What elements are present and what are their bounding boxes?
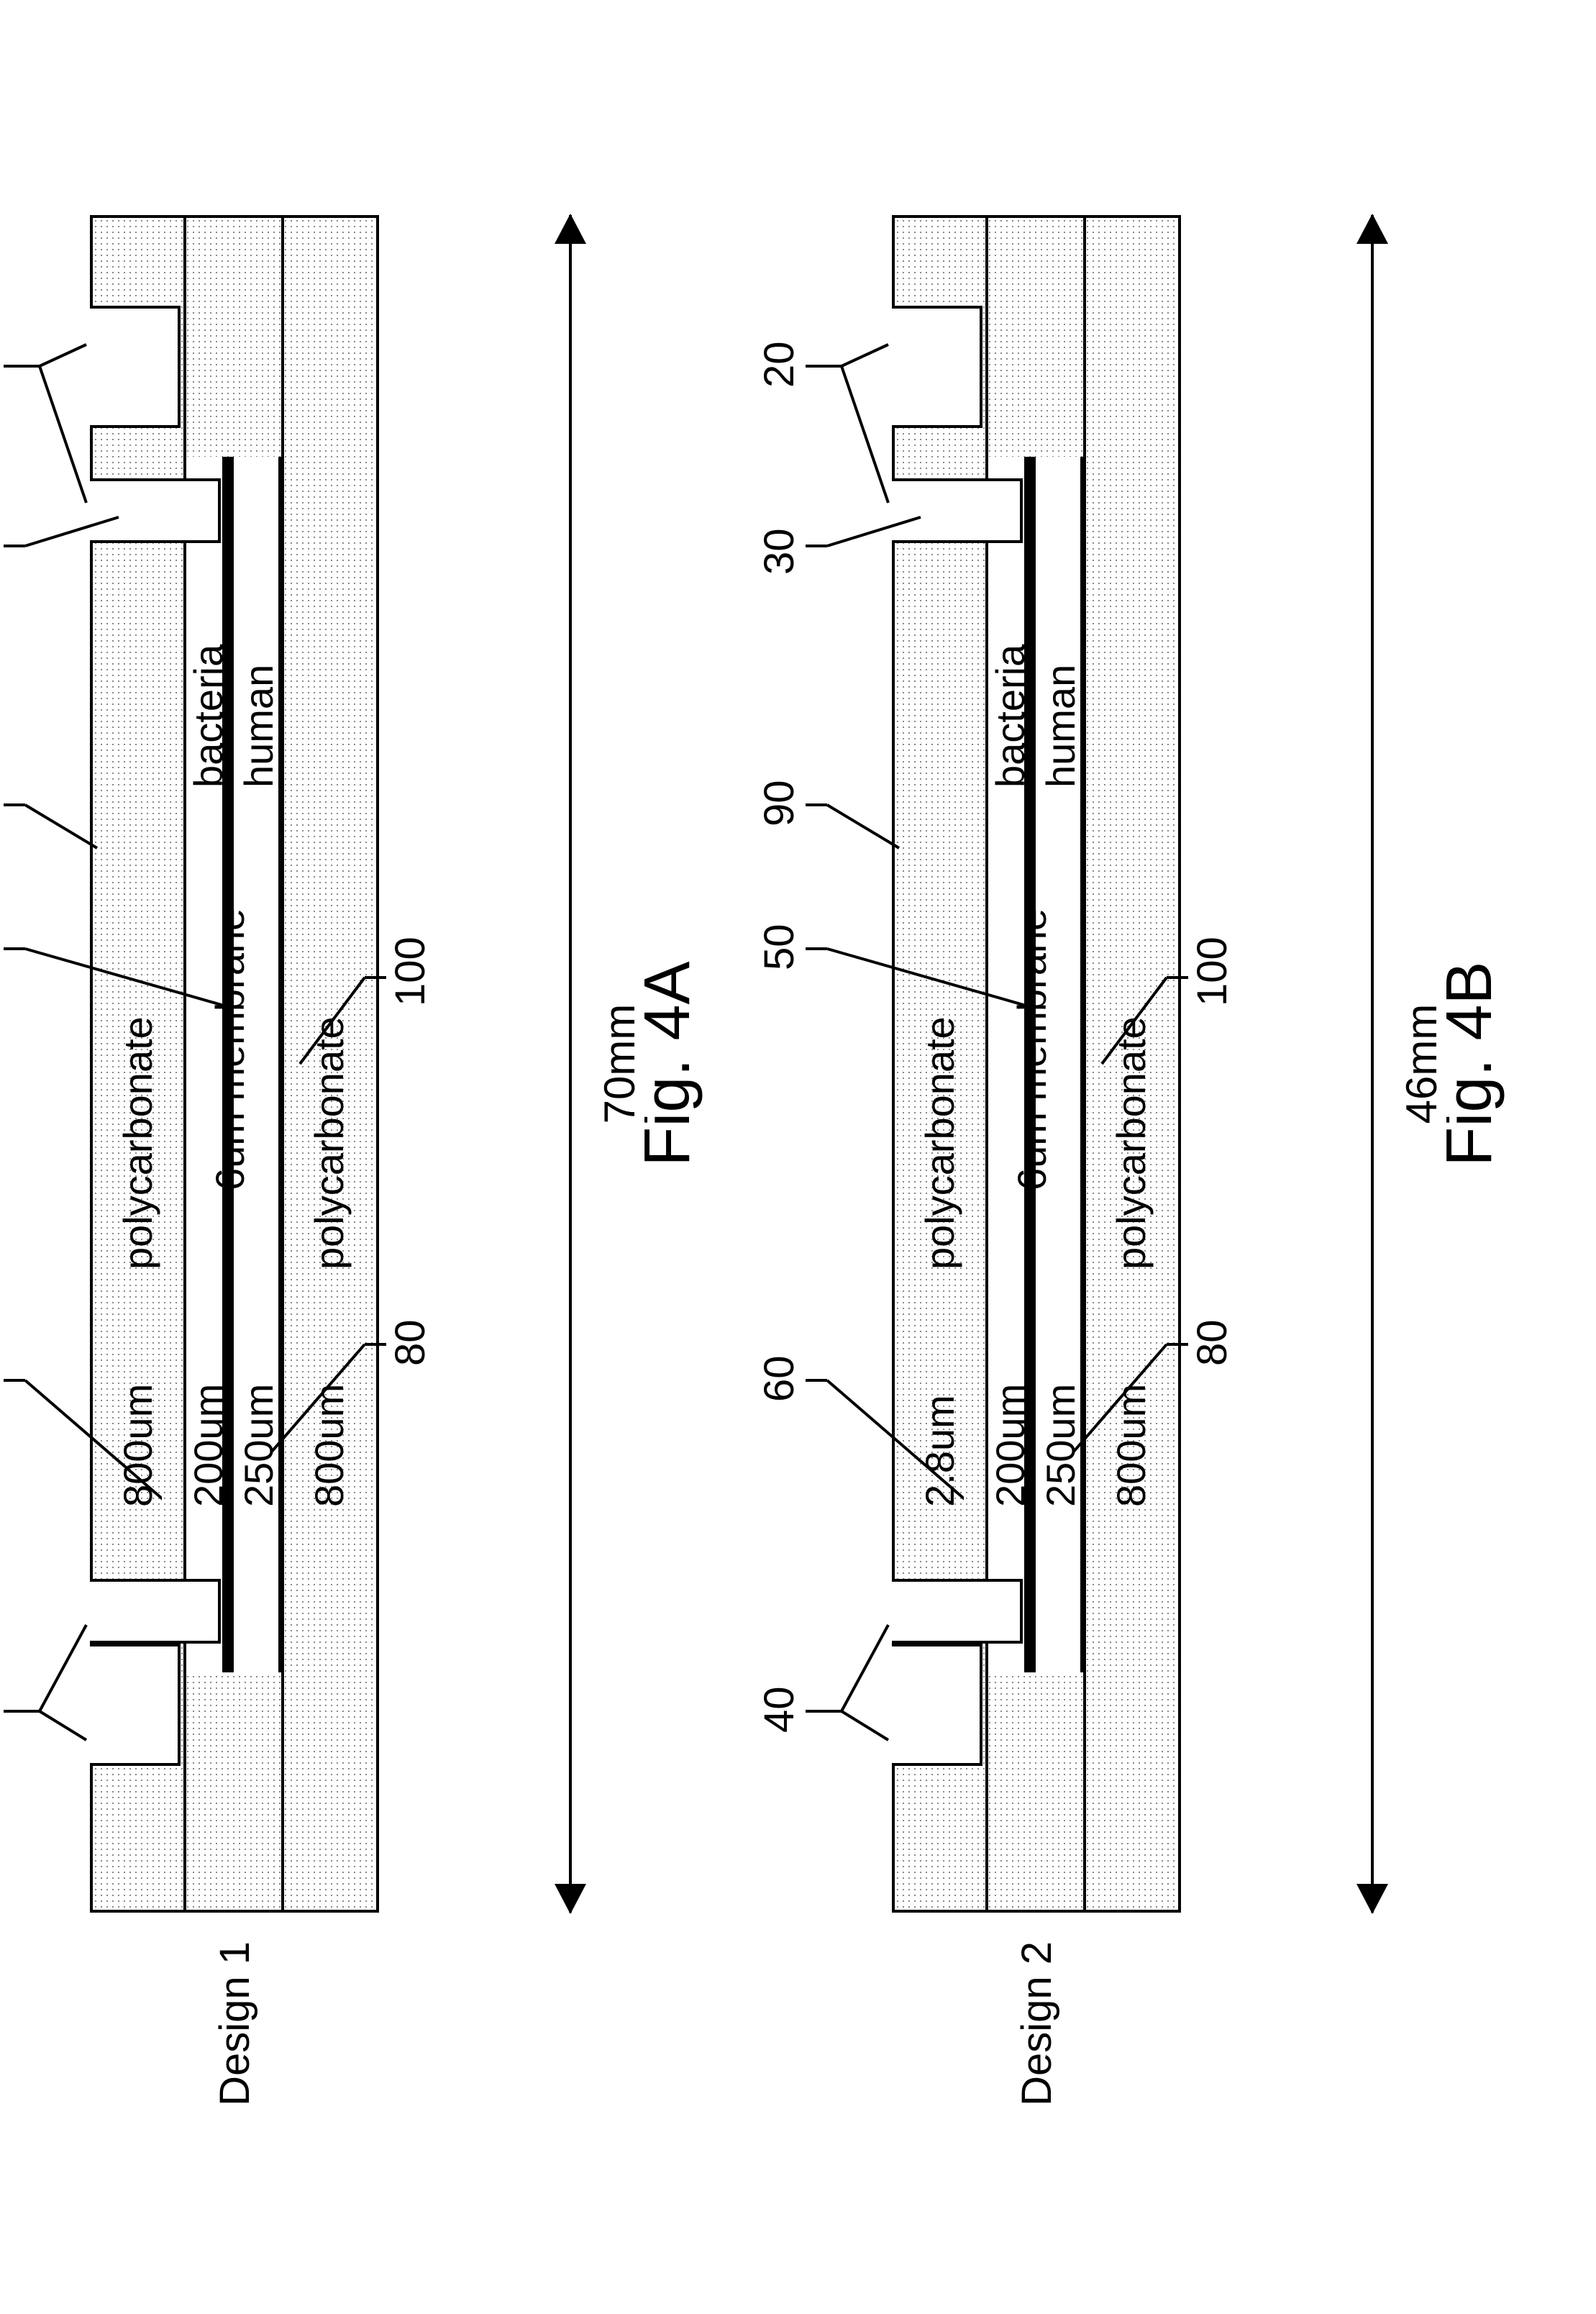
bacteria-label: bacteria — [987, 644, 1034, 787]
device-wrap: 800umpolycarbonate200um250um800umpolycar… — [90, 215, 379, 1913]
port-2 — [90, 1579, 221, 1644]
width-label: 46mm — [1397, 993, 1446, 1134]
port-4 — [892, 306, 982, 428]
top-material-label: polycarbonate — [114, 1016, 161, 1270]
top-material-label: polycarbonate — [916, 1016, 963, 1270]
callout-40: 40 — [0, 1686, 1, 1733]
callout-20: 20 — [755, 341, 803, 388]
top-slab-line — [183, 218, 186, 1910]
top-slab-line — [985, 218, 988, 1910]
design-2: Design 22.8umpolycarbonate200um250um800u… — [892, 186, 1507, 2128]
port-2 — [892, 1579, 1023, 1644]
design-label: Design 2 — [1012, 1941, 1060, 2128]
width-label: 70mm — [595, 993, 644, 1134]
dim-arrow-left — [1356, 1884, 1388, 1914]
device-wrap: 2.8umpolycarbonate200um250um800umpolycar… — [892, 215, 1181, 1913]
design-row: Design 1800umpolycarbonate200um250um800u… — [90, 186, 379, 2128]
bottom-slab-line — [1083, 218, 1086, 1910]
dim-line — [1371, 215, 1374, 1913]
human-label: human — [235, 664, 282, 787]
width-dimension: 46mm — [1339, 215, 1404, 1913]
design-1: Design 1800umpolycarbonate200um250um800u… — [90, 186, 705, 2128]
callout-40: 40 — [755, 1686, 803, 1733]
callout-90: 90 — [0, 780, 1, 826]
bacteria-label: bacteria — [185, 644, 232, 787]
callout-60: 60 — [0, 1355, 1, 1402]
upper-channel-thickness: 200um — [185, 1383, 232, 1506]
callout-80: 80 — [1188, 1319, 1236, 1366]
callout-50: 50 — [755, 924, 803, 970]
bottom-slab-line — [281, 218, 284, 1910]
callout-80: 80 — [386, 1319, 434, 1366]
callout-20: 20 — [0, 341, 1, 388]
port-1 — [892, 1644, 982, 1766]
width-dimension: 70mm — [537, 215, 602, 1913]
dim-arrow-right — [555, 214, 586, 244]
design-row: Design 22.8umpolycarbonate200um250um800u… — [892, 186, 1181, 2128]
design-label: Design 1 — [210, 1941, 258, 2128]
page: Design 1800umpolycarbonate200um250um800u… — [90, 78, 1507, 2236]
callout-100: 100 — [1188, 937, 1236, 1006]
port-4 — [90, 306, 181, 428]
human-label: human — [1037, 664, 1084, 787]
upper-channel-thickness: 200um — [987, 1383, 1034, 1506]
callout-30: 30 — [0, 528, 1, 575]
port-1 — [90, 1644, 181, 1766]
callout-100: 100 — [386, 937, 434, 1006]
callout-90: 90 — [755, 780, 803, 826]
callout-50: 50 — [0, 924, 1, 970]
callout-30: 30 — [755, 528, 803, 575]
dim-arrow-right — [1356, 214, 1388, 244]
dim-arrow-left — [555, 1884, 586, 1914]
callout-60: 60 — [755, 1355, 803, 1402]
dim-line — [569, 215, 572, 1913]
